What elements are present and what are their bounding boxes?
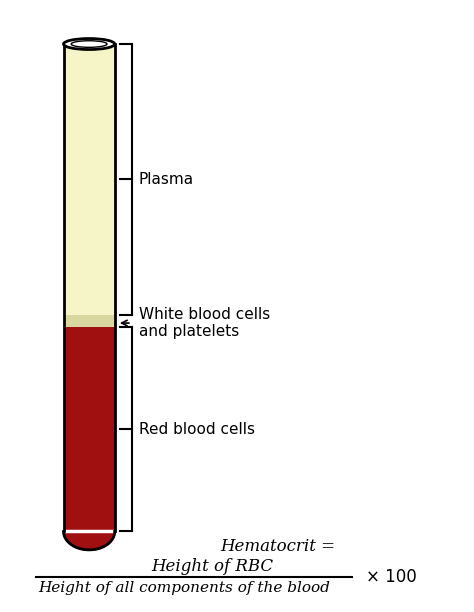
Text: Plasma: Plasma (139, 172, 194, 187)
Text: Hematocrit =: Hematocrit = (220, 538, 335, 555)
Bar (64, 327, 115, 531)
Text: × 100: × 100 (365, 568, 417, 586)
Bar (64, 44, 115, 315)
Ellipse shape (64, 39, 115, 50)
Text: Red blood cells: Red blood cells (139, 422, 255, 436)
Bar (64, 315, 115, 327)
Text: Height of RBC: Height of RBC (151, 558, 273, 575)
Ellipse shape (71, 41, 107, 47)
Text: Height of all components of the blood: Height of all components of the blood (38, 581, 330, 595)
Text: White blood cells
and platelets: White blood cells and platelets (139, 307, 270, 339)
